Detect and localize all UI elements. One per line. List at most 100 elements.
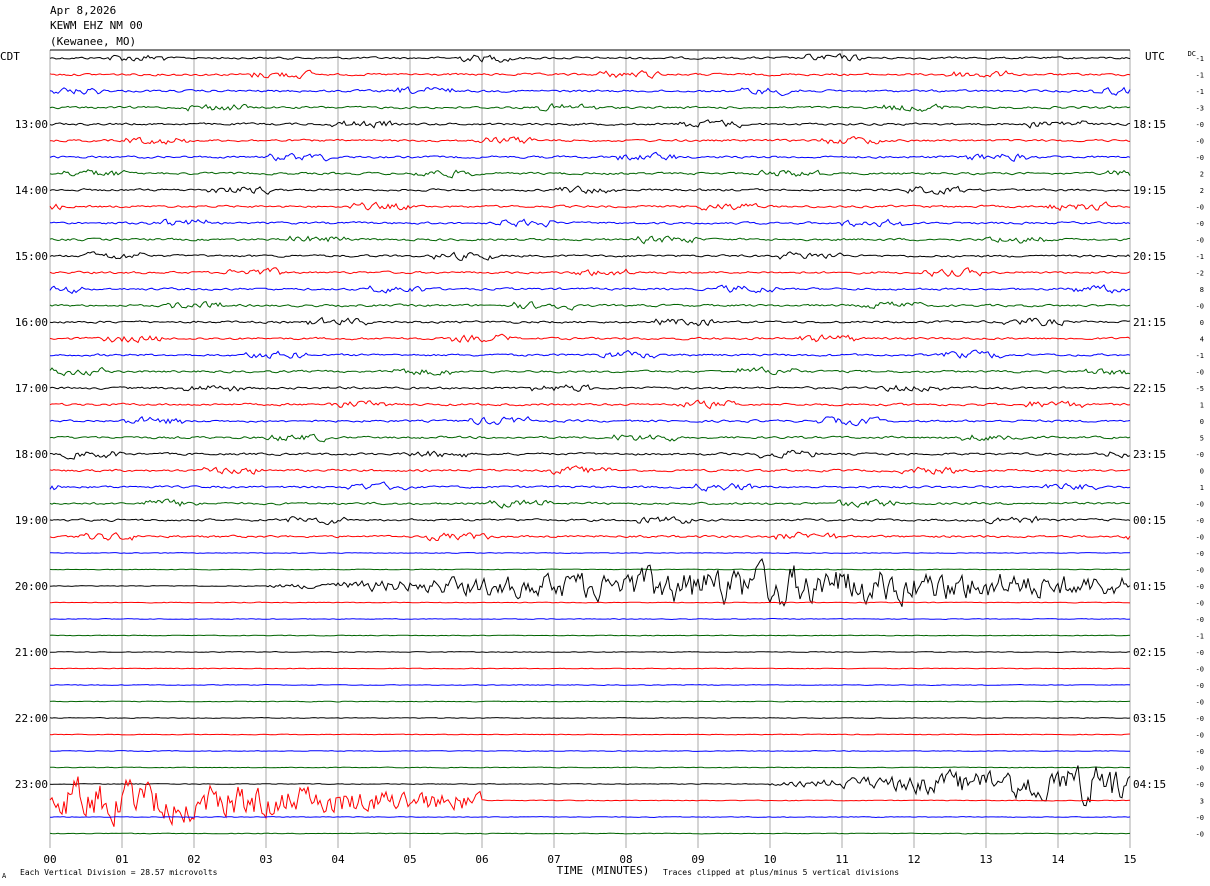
trace-line [49, 683, 1131, 687]
header-location: (Kewanee, MO) [50, 35, 137, 48]
trace-line [49, 498, 1130, 509]
x-tick-label: 05 [403, 853, 416, 866]
right-hour-label: 20:15 [1133, 250, 1166, 263]
right-hour-label: 03:15 [1133, 712, 1166, 725]
dc-offset-label: 4 [1200, 336, 1204, 344]
trace-line [49, 251, 1131, 261]
trace-line [49, 816, 1131, 819]
x-tick-label: 08 [619, 853, 632, 866]
dc-offset-label: -1 [1196, 633, 1204, 641]
x-tick-label: 15 [1123, 853, 1136, 866]
header-station: KEWM EHZ NM 00 [50, 19, 143, 32]
dc-offset-label: -0 [1196, 501, 1204, 509]
dc-offset-label: -5 [1196, 385, 1204, 393]
trace-line [49, 151, 1131, 162]
seismic-traces [49, 52, 1131, 835]
dc-offset-label: -0 [1196, 369, 1204, 377]
dc-offset-label: 1 [1200, 484, 1204, 492]
dc-offset-label: -0 [1196, 748, 1204, 756]
trace-line [49, 69, 1131, 80]
left-hour-label: 20:00 [15, 580, 48, 593]
right-hour-label: 00:15 [1133, 514, 1166, 527]
dc-offset-label: 2 [1200, 187, 1204, 195]
dc-offset-label: -1 [1196, 72, 1204, 80]
trace-line [49, 399, 1131, 410]
dc-offset-label: -0 [1196, 550, 1204, 558]
left-hour-label: 23:00 [15, 778, 48, 791]
dc-offset-label: -0 [1196, 831, 1204, 839]
x-tick-label: 14 [1051, 853, 1065, 866]
left-hour-label: 13:00 [15, 118, 48, 131]
dc-offset-label: -1 [1196, 88, 1204, 96]
x-tick-label: 04 [331, 853, 345, 866]
x-tick-label: 13 [979, 853, 992, 866]
dc-offset-label: -1 [1196, 253, 1204, 261]
dc-offset-label: -3 [1196, 105, 1204, 113]
right-hour-label: 02:15 [1133, 646, 1166, 659]
trace-line [49, 185, 1131, 195]
left-hour-label: 17:00 [15, 382, 48, 395]
x-tick-label: 02 [187, 853, 200, 866]
x-tick-label: 11 [835, 853, 848, 866]
dc-offset-label: -0 [1196, 732, 1204, 740]
trace-line [49, 86, 1131, 97]
trace-line [49, 765, 1131, 807]
x-tick-label: 10 [763, 853, 776, 866]
dc-offset-label: -0 [1196, 138, 1204, 146]
trace-line [49, 201, 1131, 212]
dc-offset-label: -0 [1196, 567, 1204, 575]
trace-line [49, 465, 1131, 476]
trace-line [49, 267, 1131, 278]
trace-line [49, 776, 1131, 827]
header-date: Apr 8,2026 [50, 4, 117, 17]
dc-offset-label: -0 [1196, 121, 1204, 129]
trace-line [49, 531, 1131, 542]
dc-offset-label: 0 [1200, 319, 1204, 327]
trace-line [49, 634, 1131, 637]
right-hour-label: 04:15 [1133, 778, 1166, 791]
dc-offset-label: 8 [1200, 286, 1204, 294]
trace-line [49, 301, 1131, 311]
dc-offset-label: -0 [1196, 682, 1204, 690]
clip-note: Traces clipped at plus/minus 5 vertical … [663, 868, 899, 877]
dc-offset-label: 0 [1200, 468, 1204, 476]
trace-line [49, 52, 1131, 63]
left-hour-label: 19:00 [15, 514, 48, 527]
trace-line [49, 102, 1131, 113]
right-hour-label: 22:15 [1133, 382, 1166, 395]
right-hour-label: 19:15 [1133, 184, 1166, 197]
left-timezone-label: CDT [0, 50, 20, 63]
dc-offset-label: -0 [1196, 666, 1204, 674]
trace-line [49, 749, 1130, 753]
trace-line [49, 119, 1131, 129]
dc-offset-label: -0 [1196, 204, 1204, 212]
dc-offset-label: -0 [1196, 814, 1204, 822]
trace-line [49, 316, 1131, 327]
dc-offset-label: -0 [1196, 451, 1204, 459]
dc-offset-label: -0 [1196, 237, 1204, 245]
trace-line [49, 284, 1131, 295]
dc-offset-label: 3 [1200, 798, 1204, 806]
left-hour-label: 15:00 [15, 250, 48, 263]
trace-line [49, 433, 1131, 443]
right-hour-label: 23:15 [1133, 448, 1166, 461]
dc-offset-label: -0 [1196, 699, 1204, 707]
trace-line [49, 601, 1131, 604]
trace-line [49, 349, 1131, 360]
trace-line [49, 766, 1131, 769]
dc-offset-label: -0 [1196, 303, 1204, 311]
trace-line [49, 481, 1131, 492]
trace-line [49, 733, 1131, 736]
dc-offset-label: -0 [1196, 715, 1204, 723]
dc-offset-label: 5 [1200, 435, 1204, 443]
x-tick-label: 06 [475, 853, 488, 866]
dc-offset-label: -0 [1196, 600, 1204, 608]
axis-labels: -1-1-1-3-0-0-022-0-0-0-1-28-004-1-0-5105… [0, 50, 1204, 880]
trace-line [49, 384, 1131, 393]
trace-line [50, 218, 1131, 228]
dc-offset-label: -0 [1196, 534, 1204, 542]
dc-header-label: DC [1188, 50, 1196, 58]
trace-line [49, 333, 1131, 344]
dc-offset-label: 1 [1200, 402, 1204, 410]
